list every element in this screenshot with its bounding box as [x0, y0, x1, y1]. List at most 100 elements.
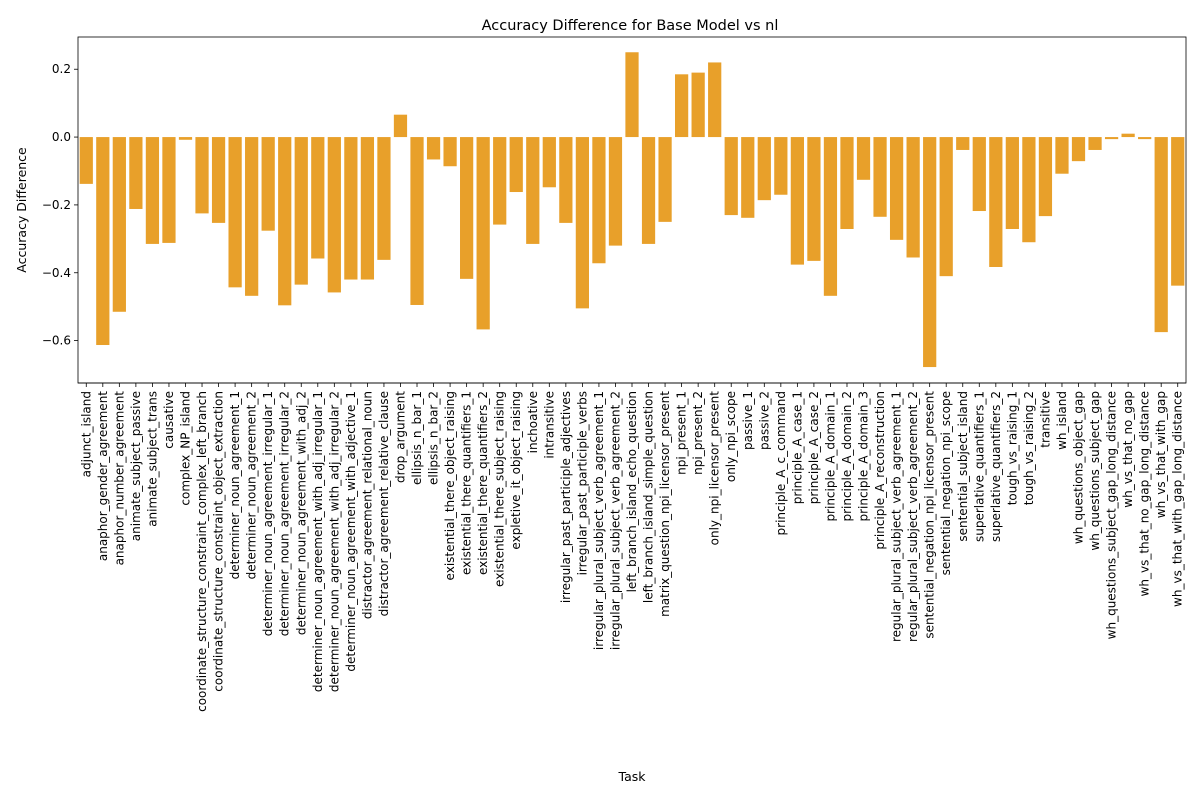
- x-tick-label: determiner_noun_agreement_2: [245, 391, 259, 579]
- x-tick-label: wh_vs_that_with_gap_long_distance: [1171, 391, 1185, 607]
- bar-anaphor_number_agreement: [112, 137, 126, 312]
- x-tick-label: principle_A_domain_1: [823, 391, 837, 522]
- bar-animate_subject_passive: [129, 137, 143, 209]
- bar-left_branch_island_echo_question: [625, 52, 639, 138]
- x-tick-label: passive_1: [741, 391, 755, 450]
- x-tick-label: wh_questions_subject_gap: [1088, 391, 1102, 551]
- bar-anaphor_gender_agreement: [96, 137, 110, 346]
- bar-determiner_noun_agreement_with_adj_irregular_2: [327, 137, 341, 293]
- x-tick-label: existential_there_object_raising: [443, 391, 457, 580]
- x-tick-label: sentential_negation_npi_licensor_present: [923, 391, 937, 639]
- x-tick-label: wh_vs_that_no_gap_long_distance: [1138, 391, 1152, 596]
- bar-principle_A_domain_1: [823, 137, 838, 296]
- bar-only_npi_scope: [724, 137, 738, 216]
- x-tick-label: determiner_noun_agreement_with_adjective…: [344, 391, 358, 672]
- bar-inchoative: [526, 137, 540, 244]
- bar-adjunct_island: [79, 137, 93, 184]
- bar-principle_A_domain_2: [840, 137, 854, 229]
- bar-regular_plural_subject_verb_agreement_2: [906, 137, 920, 258]
- bar-determiner_noun_agreement_with_adj_irregular_1: [311, 137, 325, 259]
- x-tick-label: intransitive: [542, 391, 556, 459]
- x-axis-label: Task: [618, 769, 647, 784]
- bar-passive_1: [741, 137, 755, 218]
- x-tick-label: wh_questions_subject_gap_long_distance: [1105, 391, 1119, 639]
- x-tick-label: sentential_subject_island: [956, 391, 970, 542]
- x-tick-label: superlative_quantifiers_2: [989, 391, 1003, 542]
- bar-distractor_agreement_relational_noun: [360, 137, 375, 280]
- bar-causative: [162, 137, 176, 243]
- bar-principle_A_case_1: [790, 137, 804, 265]
- x-tick-label: sentential_negation_npi_scope: [939, 391, 953, 575]
- bar-existential_there_object_raising: [443, 137, 457, 167]
- x-tick-label: distractor_agreement_relational_noun: [360, 391, 374, 619]
- bar-determiner_noun_agreement_2: [245, 137, 259, 296]
- x-tick-label: anaphor_number_agreement: [112, 391, 126, 566]
- x-tick-label: wh_questions_object_gap: [1072, 391, 1086, 544]
- y-tick-label: 0.2: [52, 62, 71, 76]
- x-tick-label: npi_present_1: [675, 391, 689, 475]
- x-tick-label: existential_there_quantifiers_1: [460, 391, 474, 575]
- x-tick-label: principle_A_reconstruction: [873, 391, 887, 550]
- x-tick-label: regular_plural_subject_verb_agreement_2: [906, 391, 920, 642]
- bar-superlative_quantifiers_1: [972, 137, 986, 212]
- bar-expletive_it_object_raising: [509, 137, 523, 193]
- bar-coordinate_structure_constraint_complex_left_branch: [195, 137, 209, 214]
- bar-superlative_quantifiers_2: [989, 137, 1003, 267]
- bar-wh_questions_object_gap: [1071, 137, 1086, 162]
- x-tick-label: only_npi_licensor_present: [708, 391, 722, 546]
- x-tick-label: anaphor_gender_agreement: [96, 391, 110, 561]
- bar-existential_there_quantifiers_1: [460, 137, 474, 279]
- bar-existential_there_quantifiers_2: [476, 137, 490, 330]
- y-axis-label: Accuracy Difference: [14, 147, 29, 273]
- x-tick-label: principle_A_domain_3: [857, 391, 871, 522]
- bar-left_branch_island_simple_question: [641, 137, 656, 244]
- bar-tough_vs_raising_2: [1022, 137, 1036, 243]
- bar-coordinate_structure_constraint_object_extraction: [211, 137, 226, 223]
- y-tick-label: −0.2: [42, 198, 71, 212]
- x-tick-label: animate_subject_trans: [145, 391, 159, 527]
- bar-matrix_question_npi_licensor_present: [658, 137, 672, 222]
- bar-principle_A_reconstruction: [873, 137, 887, 217]
- x-tick-label: expletive_it_object_raising: [509, 391, 523, 550]
- bar-complex_NP_island: [178, 137, 193, 140]
- x-tick-label: npi_present_2: [691, 391, 705, 475]
- y-tick-label: −0.4: [42, 266, 71, 280]
- bar-principle_A_domain_3: [856, 137, 871, 180]
- bar-wh_vs_that_no_gap: [1121, 133, 1135, 138]
- x-tick-label: transitive: [1038, 391, 1052, 448]
- x-tick-label: left_branch_island_simple_question: [642, 391, 656, 603]
- x-tick-label: irregular_past_participle_adjectives: [559, 391, 573, 603]
- x-tick-label: determiner_noun_agreement_with_adj_2: [294, 391, 308, 635]
- y-tick-label: 0.0: [52, 130, 71, 144]
- bar-sentential_negation_npi_scope: [939, 137, 953, 277]
- x-tick-label: animate_subject_passive: [129, 391, 143, 541]
- x-tick-label: tough_vs_raising_2: [1022, 391, 1036, 505]
- x-tick-label: ellipsis_n_bar_2: [427, 391, 441, 485]
- bar-npi_present_2: [691, 72, 705, 138]
- bar-irregular_plural_subject_verb_agreement_1: [592, 137, 606, 264]
- x-tick-label: determiner_noun_agreement_with_adj_irreg…: [311, 391, 325, 692]
- x-tick-label: determiner_noun_agreement_with_adj_irreg…: [327, 391, 341, 692]
- bar-irregular_plural_subject_verb_agreement_2: [608, 137, 623, 246]
- x-tick-label: irregular_plural_subject_verb_agreement_…: [592, 391, 606, 650]
- y-tick-label: −0.6: [42, 334, 71, 348]
- bar-tough_vs_raising_1: [1005, 137, 1019, 229]
- x-tick-label: regular_plural_subject_verb_agreement_1: [890, 391, 904, 642]
- x-tick-label: existential_there_subject_raising: [493, 391, 507, 587]
- bar-determiner_noun_agreement_with_adj_2: [294, 137, 308, 285]
- x-tick-label: determiner_noun_agreement_irregular_1: [261, 391, 275, 636]
- x-tick-label: causative: [162, 391, 176, 449]
- bar-wh_vs_that_with_gap_long_distance: [1171, 137, 1185, 286]
- bar-existential_there_subject_raising: [493, 137, 507, 225]
- bar-intransitive: [542, 137, 556, 188]
- x-tick-label: existential_there_quantifiers_2: [476, 391, 490, 575]
- x-tick-label: determiner_noun_agreement_irregular_2: [278, 391, 292, 636]
- x-tick-label: wh_vs_that_no_gap: [1121, 391, 1135, 508]
- bar-wh_questions_subject_gap: [1088, 137, 1102, 150]
- x-tick-label: tough_vs_raising_1: [1005, 391, 1019, 505]
- bars-layer: [79, 52, 1185, 368]
- y-axis: −0.6 −0.4 −0.2 0.0 0.2: [42, 62, 78, 348]
- chart-title: Accuracy Difference for Base Model vs nl: [482, 18, 779, 34]
- bar-drop_argument: [393, 114, 408, 138]
- bar-ellipsis_n_bar_2: [426, 137, 441, 160]
